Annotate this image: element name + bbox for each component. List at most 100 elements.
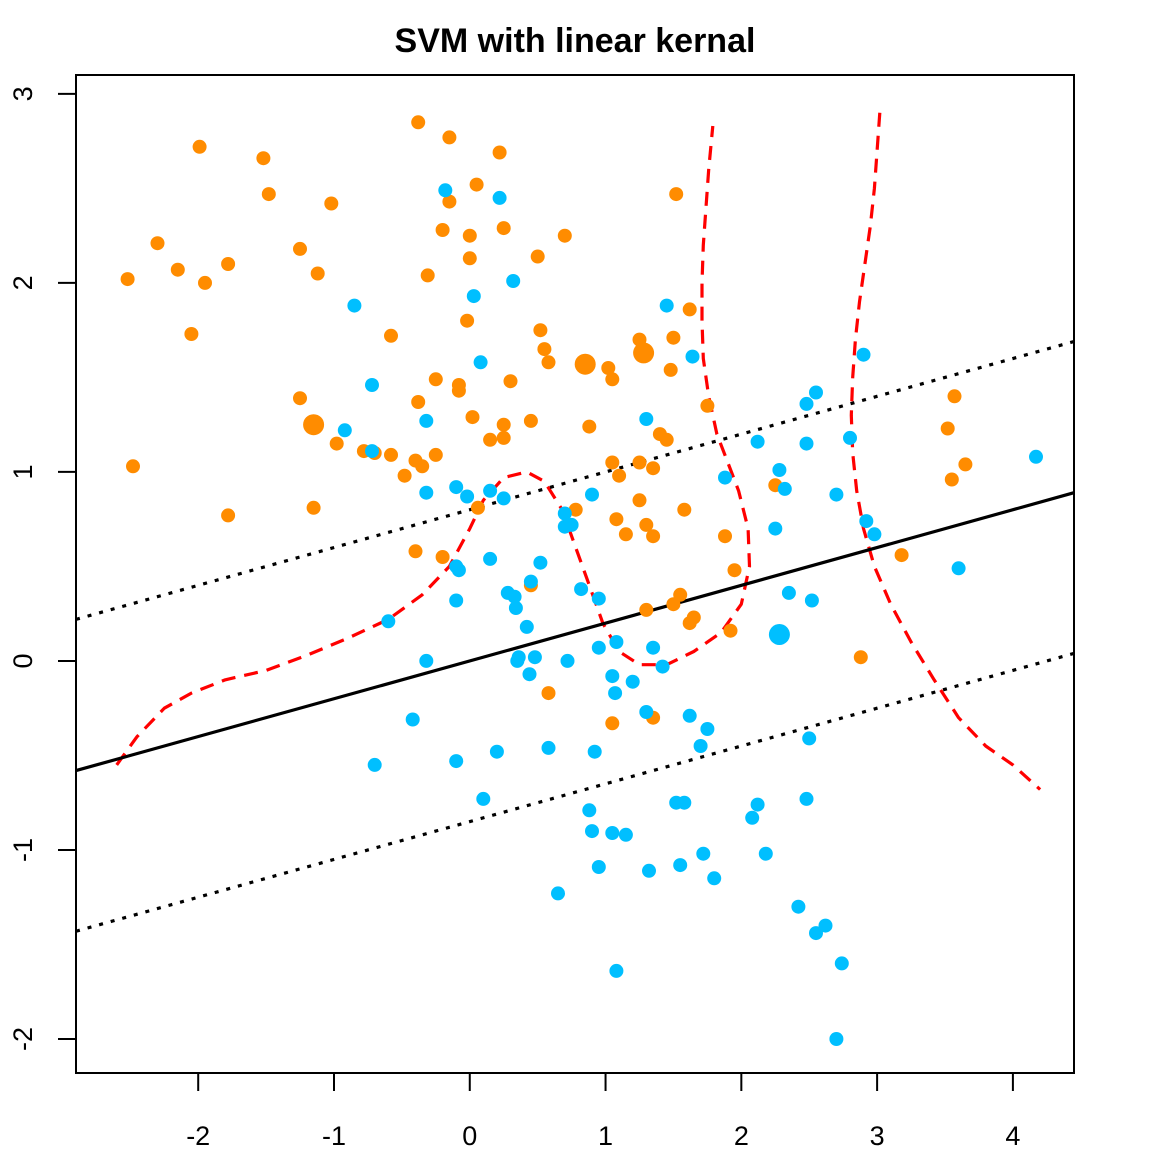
point-series1-70 xyxy=(700,722,715,736)
point-series0-88 xyxy=(958,457,973,472)
large-point-series1-0 xyxy=(768,624,790,645)
point-series0-6 xyxy=(198,275,212,290)
svm-lines-layer xyxy=(76,339,1074,933)
point-series1-10 xyxy=(438,183,453,198)
point-series0-21 xyxy=(397,468,412,483)
y-tick-label: 2 xyxy=(8,275,38,290)
point-series1-20 xyxy=(483,483,498,498)
large-point-series0-1 xyxy=(574,353,596,375)
point-series1-33 xyxy=(523,574,538,589)
point-series1-9 xyxy=(419,413,434,428)
y-tick-label: -1 xyxy=(8,838,38,862)
point-series0-12 xyxy=(293,391,307,406)
point-series0-16 xyxy=(329,436,344,451)
point-series1-16 xyxy=(460,489,475,504)
point-series0-36 xyxy=(462,251,477,266)
point-series1-86 xyxy=(804,593,819,608)
point-series0-42 xyxy=(496,417,511,432)
point-series1-51 xyxy=(605,669,620,684)
point-series1-40 xyxy=(560,653,575,668)
point-series1-3 xyxy=(365,444,379,459)
point-series1-87 xyxy=(809,385,823,400)
point-series1-47 xyxy=(591,591,606,606)
point-series1-43 xyxy=(582,803,597,818)
point-series1-26 xyxy=(506,274,521,288)
point-series0-20 xyxy=(384,447,398,462)
point-series1-84 xyxy=(799,791,814,806)
point-series0-30 xyxy=(442,130,457,145)
point-series1-60 xyxy=(646,640,661,655)
point-series1-62 xyxy=(659,298,674,313)
point-series0-48 xyxy=(533,323,548,338)
point-series0-89 xyxy=(605,716,620,731)
point-series0-7 xyxy=(221,257,236,271)
points-layer xyxy=(120,115,1043,1046)
point-series1-15 xyxy=(451,563,466,578)
point-series1-72 xyxy=(718,470,732,485)
x-tick-label: 3 xyxy=(870,1121,885,1151)
point-series1-66 xyxy=(682,708,697,723)
plot-frame xyxy=(75,74,1075,1074)
point-series1-56 xyxy=(625,674,640,689)
point-series1-88 xyxy=(809,926,823,941)
point-series0-94 xyxy=(408,544,423,559)
point-series0-38 xyxy=(469,177,484,192)
point-series1-32 xyxy=(522,667,537,682)
point-series1-4 xyxy=(381,614,396,629)
chart-title: SVM with linear kernal xyxy=(395,22,756,60)
point-series0-0 xyxy=(120,272,135,287)
point-series1-83 xyxy=(799,396,814,411)
point-series1-85 xyxy=(802,731,817,746)
point-series0-72 xyxy=(669,187,684,202)
decision-boundary-line xyxy=(76,491,1074,773)
point-series0-39 xyxy=(470,500,485,515)
point-series0-54 xyxy=(601,361,616,375)
point-series1-55 xyxy=(618,827,633,842)
point-series1-97 xyxy=(951,561,966,576)
point-series1-71 xyxy=(707,871,722,886)
point-series0-1 xyxy=(126,459,140,474)
point-series1-61 xyxy=(655,659,670,674)
point-series1-2 xyxy=(365,378,379,392)
point-series1-93 xyxy=(843,430,857,445)
x-tick-label: -1 xyxy=(322,1121,346,1151)
bayes-boundary-curve-0 xyxy=(115,125,752,766)
point-series0-68 xyxy=(659,432,674,447)
point-series1-69 xyxy=(696,846,711,861)
point-series0-29 xyxy=(435,223,450,237)
point-series1-7 xyxy=(419,653,434,668)
point-series0-60 xyxy=(632,455,647,470)
x-tick-label: 0 xyxy=(462,1121,477,1151)
point-series1-49 xyxy=(591,640,606,655)
x-tick-label: 4 xyxy=(1005,1121,1020,1151)
point-series1-37 xyxy=(551,886,565,901)
point-series1-48 xyxy=(591,860,606,874)
point-series1-41 xyxy=(564,517,579,532)
point-series1-24 xyxy=(496,491,511,506)
point-series1-96 xyxy=(867,527,882,542)
point-series0-63 xyxy=(639,602,654,617)
point-series1-19 xyxy=(476,791,491,806)
point-series1-45 xyxy=(585,824,599,839)
point-series1-0 xyxy=(347,298,362,313)
point-series1-18 xyxy=(473,355,488,370)
point-series0-5 xyxy=(192,139,207,154)
y-axis: -2 -1 0 1 2 3 xyxy=(8,86,77,1051)
point-series0-43 xyxy=(496,430,511,445)
bayes-boundary-curve-1 xyxy=(849,112,1042,791)
point-series0-45 xyxy=(503,374,518,389)
point-series0-4 xyxy=(184,327,199,341)
point-series0-50 xyxy=(541,355,556,370)
point-series0-85 xyxy=(940,421,955,436)
point-series0-93 xyxy=(435,550,450,564)
point-series0-66 xyxy=(646,529,661,544)
x-tick-label: -2 xyxy=(186,1121,210,1151)
point-series0-15 xyxy=(324,196,339,211)
point-series1-6 xyxy=(405,712,420,727)
point-series0-11 xyxy=(293,241,307,256)
point-series1-5 xyxy=(367,757,382,772)
large-point-series0-2 xyxy=(633,342,655,364)
point-series0-79 xyxy=(718,529,732,544)
point-series1-76 xyxy=(758,846,773,861)
